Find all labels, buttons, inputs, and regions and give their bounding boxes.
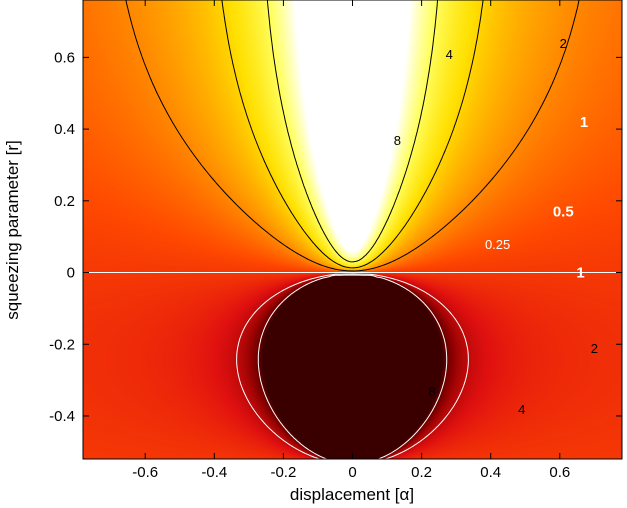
x-tick-label: 0	[348, 464, 356, 481]
contour-lines	[83, 0, 622, 459]
contour-label: 8	[428, 384, 435, 399]
contour-line-8	[266, 0, 439, 263]
y-axis-label: squeezing parameter [r]	[3, 140, 22, 320]
x-tick-label: -0.2	[270, 464, 296, 481]
heatmap-layer	[83, 0, 622, 459]
contour-label: 4	[446, 47, 453, 62]
y-axis: -0.4 -0.2 0 0.2 0.4 0.6	[49, 49, 622, 425]
contour-line-2	[125, 0, 580, 272]
x-tick-label: -0.6	[132, 464, 158, 481]
contour-label: 8	[394, 133, 401, 148]
contour-line-4	[221, 0, 484, 269]
contour-label: 1	[580, 114, 588, 131]
y-tick-label: -0.4	[49, 408, 75, 425]
contour-line-0_25	[257, 274, 448, 459]
contour-line-0_5	[236, 273, 469, 459]
y-tick-label: 0.4	[54, 121, 75, 138]
x-tick-label: 0.2	[411, 464, 432, 481]
contour-label: 4	[518, 402, 525, 417]
contour-label: 2	[560, 36, 567, 51]
x-tick-label: 0.6	[549, 464, 570, 481]
x-tick-label: -0.4	[201, 464, 227, 481]
y-tick-label: 0	[67, 265, 75, 282]
y-tick-label: 0.2	[54, 193, 75, 210]
x-axis-label: displacement [α]	[290, 485, 414, 504]
contour-label: 2	[591, 341, 598, 356]
contour-label: 0.25	[485, 237, 510, 252]
contour-label: 0.5	[553, 204, 574, 221]
y-tick-label: -0.2	[49, 336, 75, 353]
contour-label: 1	[576, 265, 584, 282]
x-axis: -0.6 -0.4 -0.2 0 0.2 0.4 0.6	[132, 0, 570, 481]
x-tick-label: 0.4	[480, 464, 501, 481]
y-tick-label: 0.6	[54, 49, 75, 66]
